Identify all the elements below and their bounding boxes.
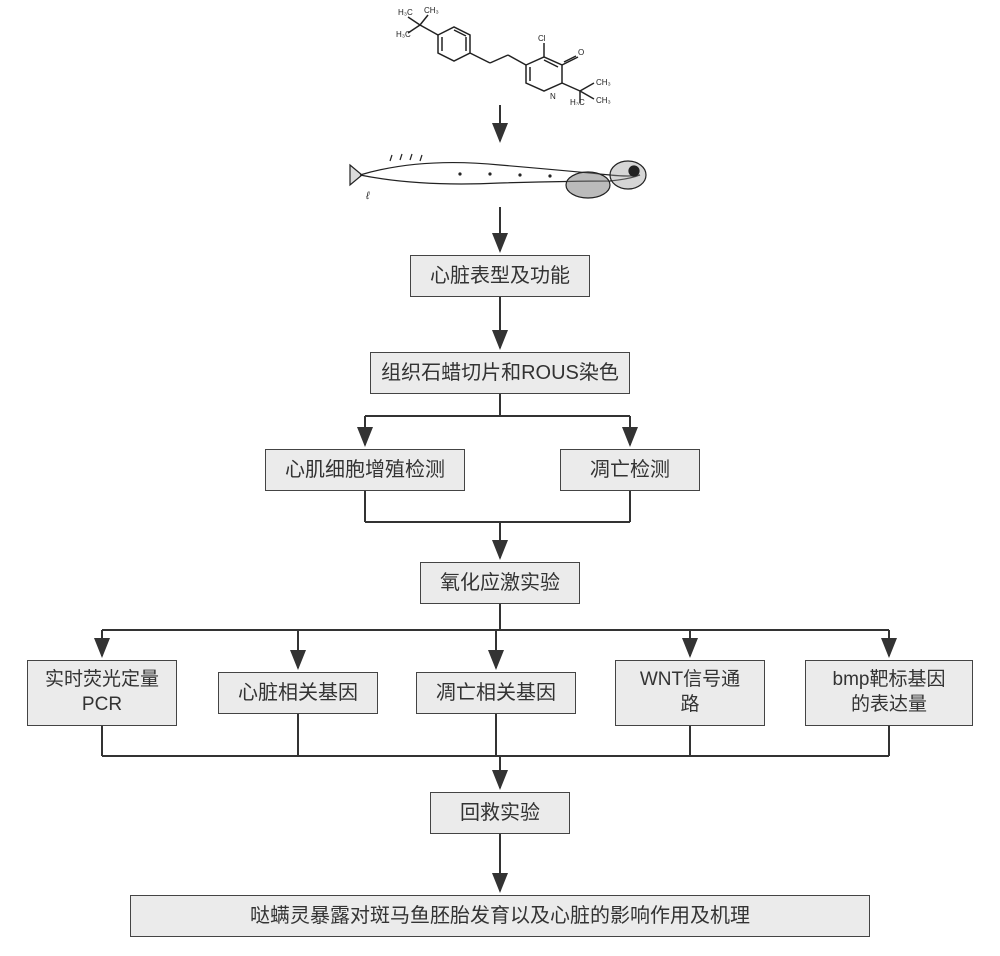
label: WNT信号通 路 xyxy=(640,668,740,717)
label: bmp靶标基因 的表达量 xyxy=(833,668,946,717)
label: 凋亡相关基因 xyxy=(436,680,556,706)
node-apoptosis-detect: 凋亡检测 xyxy=(560,449,700,491)
svg-text:H₃C: H₃C xyxy=(396,30,411,39)
node-rescue: 回救实验 xyxy=(430,792,570,834)
svg-text:N: N xyxy=(550,92,556,101)
label: 组织石蜡切片和ROUS染色 xyxy=(381,360,619,386)
node-oxidative-stress: 氧化应激实验 xyxy=(420,562,580,604)
label: 氧化应激实验 xyxy=(440,570,560,596)
svg-text:ℓ: ℓ xyxy=(365,190,370,202)
svg-text:H₃C: H₃C xyxy=(398,8,413,17)
node-paraffin-rous: 组织石蜡切片和ROUS染色 xyxy=(370,352,630,394)
node-heart-phenotype: 心脏表型及功能 xyxy=(410,255,590,297)
node-conclusion: 哒螨灵暴露对斑马鱼胚胎发育以及心脏的影响作用及机理 xyxy=(130,895,870,937)
node-qpcr: 实时荧光定量 PCR xyxy=(27,660,177,726)
label: 心肌细胞增殖检测 xyxy=(285,457,445,483)
svg-text:CH₃: CH₃ xyxy=(596,78,611,87)
node-bmp-targets: bmp靶标基因 的表达量 xyxy=(805,660,973,726)
svg-text:CH₃: CH₃ xyxy=(596,96,611,105)
node-heart-genes: 心脏相关基因 xyxy=(218,672,378,714)
svg-text:O: O xyxy=(578,48,584,57)
label: 回救实验 xyxy=(460,800,540,826)
label: 实时荧光定量 PCR xyxy=(45,668,159,717)
svg-text:H₃C: H₃C xyxy=(570,98,585,105)
zebrafish-embryo-image: ℓ xyxy=(340,145,660,205)
svg-text:CH₃: CH₃ xyxy=(424,6,439,15)
label: 哒螨灵暴露对斑马鱼胚胎发育以及心脏的影响作用及机理 xyxy=(250,903,750,929)
svg-text:Cl: Cl xyxy=(538,34,546,43)
label: 心脏相关基因 xyxy=(238,680,358,706)
node-apoptosis-genes: 凋亡相关基因 xyxy=(416,672,576,714)
label: 凋亡检测 xyxy=(590,457,670,483)
molecule-structure-image: H₃C H₃C CH₃ Cl O N CH₃ CH₃ H₃C xyxy=(380,5,620,105)
node-wnt-pathway: WNT信号通 路 xyxy=(615,660,765,726)
label: 心脏表型及功能 xyxy=(430,263,570,289)
node-proliferation: 心肌细胞增殖检测 xyxy=(265,449,465,491)
